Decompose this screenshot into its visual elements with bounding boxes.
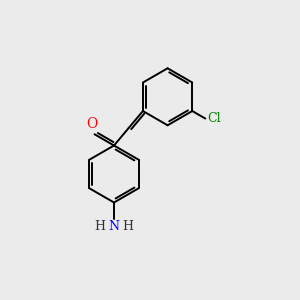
- Text: O: O: [86, 117, 98, 130]
- Text: H: H: [94, 220, 106, 233]
- Text: H: H: [122, 220, 134, 233]
- Text: Cl: Cl: [207, 112, 220, 125]
- Text: N: N: [109, 220, 119, 233]
